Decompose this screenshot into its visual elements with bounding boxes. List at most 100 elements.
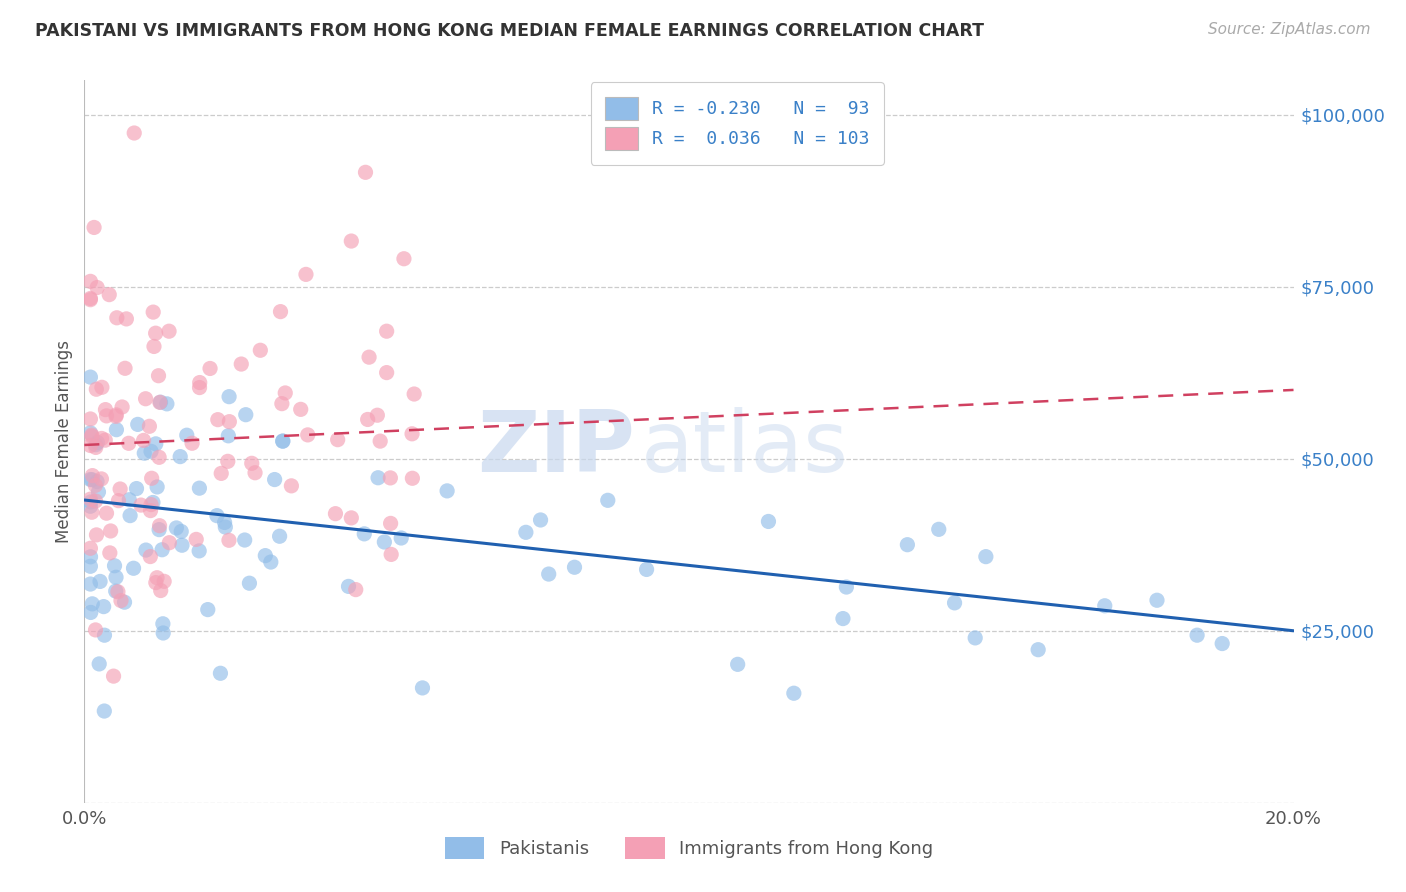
Point <box>217 429 239 443</box>
Point <box>79 541 101 556</box>
Text: atlas: atlas <box>641 408 849 491</box>
Point <box>122 561 145 575</box>
Point <box>105 310 128 325</box>
Point <box>270 397 292 411</box>
Point <box>83 220 105 235</box>
Point <box>103 558 125 573</box>
Point <box>80 606 103 620</box>
Point <box>98 287 121 301</box>
Point <box>1185 628 1208 642</box>
Point <box>141 471 163 485</box>
Point <box>188 481 211 495</box>
Point <box>90 432 112 446</box>
Point <box>80 428 103 442</box>
Point <box>231 357 253 371</box>
Point <box>143 339 166 353</box>
Point <box>93 704 115 718</box>
Point <box>86 435 108 450</box>
Point <box>127 417 149 432</box>
Point <box>118 436 141 450</box>
Point <box>115 312 138 326</box>
Point <box>354 165 377 179</box>
Point <box>928 522 950 536</box>
Point <box>401 426 423 441</box>
Point <box>218 390 240 404</box>
Point <box>270 304 292 318</box>
Point <box>359 350 381 364</box>
Point <box>357 412 380 426</box>
Point <box>152 616 174 631</box>
Point <box>157 324 180 338</box>
Point <box>87 484 110 499</box>
Text: ZIP: ZIP <box>477 408 634 491</box>
Point <box>254 549 277 563</box>
Point <box>104 409 127 424</box>
Point <box>82 473 104 487</box>
Point <box>86 528 108 542</box>
Point <box>392 252 415 266</box>
Point <box>139 503 162 517</box>
Point <box>263 473 285 487</box>
Point <box>139 549 162 564</box>
Point <box>105 570 128 584</box>
Point <box>94 402 117 417</box>
Point <box>340 234 363 248</box>
Point <box>135 543 157 558</box>
Point <box>325 507 347 521</box>
Point <box>157 535 180 549</box>
Point <box>515 525 537 540</box>
Point <box>965 631 987 645</box>
Point <box>94 433 117 447</box>
Point <box>198 361 221 376</box>
Point <box>148 523 170 537</box>
Point <box>375 324 398 338</box>
Point <box>84 478 107 492</box>
Point <box>134 446 156 460</box>
Point <box>79 473 101 487</box>
Point <box>269 529 291 543</box>
Point <box>235 408 257 422</box>
Point <box>145 437 167 451</box>
Point <box>148 518 170 533</box>
Point <box>142 305 165 319</box>
Point <box>125 482 148 496</box>
Point <box>207 412 229 426</box>
Point <box>280 479 302 493</box>
Point <box>114 361 136 376</box>
Point <box>79 425 101 440</box>
Point <box>105 408 128 422</box>
Point <box>79 370 101 384</box>
Point <box>401 471 423 485</box>
Point <box>596 493 619 508</box>
Point <box>105 423 128 437</box>
Point <box>156 397 179 411</box>
Point <box>139 444 162 458</box>
Point <box>148 368 170 383</box>
Point <box>404 387 426 401</box>
Point <box>1094 599 1116 613</box>
Point <box>380 516 402 531</box>
Point <box>120 508 142 523</box>
Point <box>90 472 112 486</box>
Point <box>149 583 172 598</box>
Point <box>727 657 749 672</box>
Point <box>79 492 101 507</box>
Point <box>832 611 855 625</box>
Legend: Pakistanis, Immigrants from Hong Kong: Pakistanis, Immigrants from Hong Kong <box>437 830 941 866</box>
Point <box>146 480 169 494</box>
Point <box>1026 642 1049 657</box>
Point <box>114 595 136 609</box>
Point <box>86 280 108 294</box>
Point <box>260 555 283 569</box>
Point <box>243 466 266 480</box>
Point <box>188 544 211 558</box>
Point <box>373 535 395 549</box>
Point <box>142 495 165 509</box>
Point <box>233 533 256 547</box>
Point <box>129 498 152 512</box>
Point <box>326 433 349 447</box>
Point <box>380 548 402 562</box>
Text: PAKISTANI VS IMMIGRANTS FROM HONG KONG MEDIAN FEMALE EARNINGS CORRELATION CHART: PAKISTANI VS IMMIGRANTS FROM HONG KONG M… <box>35 22 984 40</box>
Point <box>79 500 101 514</box>
Point <box>79 274 101 288</box>
